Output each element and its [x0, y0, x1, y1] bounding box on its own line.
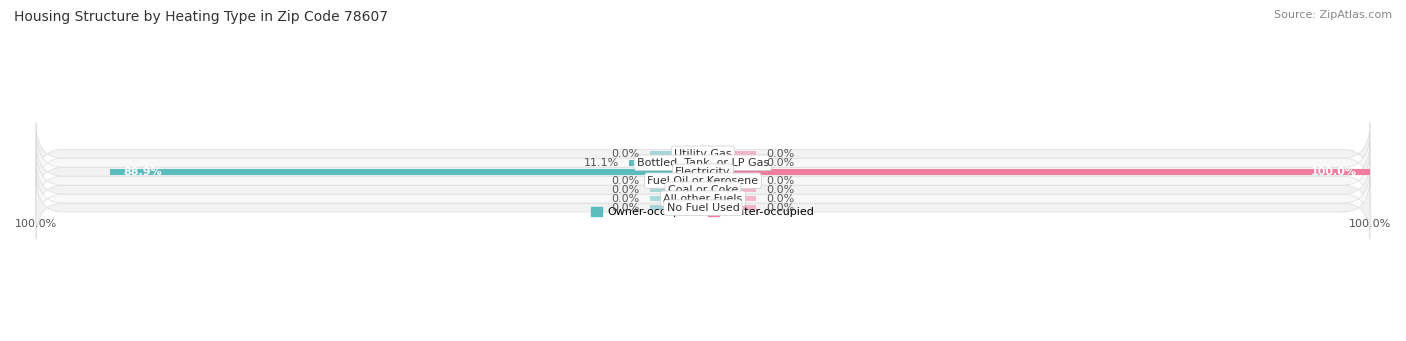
- Text: Electricity: Electricity: [675, 167, 731, 177]
- Text: 0.0%: 0.0%: [766, 194, 794, 204]
- Bar: [650, 205, 703, 210]
- Text: 0.0%: 0.0%: [612, 194, 640, 204]
- Text: 0.0%: 0.0%: [612, 176, 640, 186]
- Text: 0.0%: 0.0%: [612, 185, 640, 195]
- Text: No Fuel Used: No Fuel Used: [666, 203, 740, 213]
- Bar: [650, 196, 703, 202]
- Text: 0.0%: 0.0%: [766, 203, 794, 213]
- Text: 11.1%: 11.1%: [583, 158, 619, 168]
- Text: Fuel Oil or Kerosene: Fuel Oil or Kerosene: [647, 176, 759, 186]
- Bar: [703, 151, 756, 157]
- Text: 0.0%: 0.0%: [612, 203, 640, 213]
- Bar: [703, 205, 756, 210]
- Text: 0.0%: 0.0%: [766, 176, 794, 186]
- Text: 88.9%: 88.9%: [124, 167, 162, 177]
- Bar: [650, 187, 703, 192]
- Text: Coal or Coke: Coal or Coke: [668, 185, 738, 195]
- Bar: [703, 196, 756, 202]
- Text: All other Fuels: All other Fuels: [664, 194, 742, 204]
- Bar: [703, 178, 756, 183]
- Bar: [110, 169, 703, 175]
- Text: Bottled, Tank, or LP Gas: Bottled, Tank, or LP Gas: [637, 158, 769, 168]
- FancyBboxPatch shape: [37, 131, 1369, 194]
- Bar: [650, 178, 703, 183]
- Text: 0.0%: 0.0%: [766, 185, 794, 195]
- Bar: [703, 187, 756, 192]
- Text: Utility Gas: Utility Gas: [675, 149, 731, 159]
- FancyBboxPatch shape: [37, 176, 1369, 239]
- Text: 0.0%: 0.0%: [766, 158, 794, 168]
- FancyBboxPatch shape: [37, 158, 1369, 221]
- Bar: [703, 169, 1369, 175]
- Bar: [703, 160, 756, 165]
- Bar: [650, 151, 703, 157]
- FancyBboxPatch shape: [37, 122, 1369, 185]
- FancyBboxPatch shape: [37, 149, 1369, 212]
- Text: 0.0%: 0.0%: [612, 149, 640, 159]
- FancyBboxPatch shape: [37, 140, 1369, 203]
- Text: Source: ZipAtlas.com: Source: ZipAtlas.com: [1274, 10, 1392, 20]
- Text: Housing Structure by Heating Type in Zip Code 78607: Housing Structure by Heating Type in Zip…: [14, 10, 388, 24]
- Legend: Owner-occupied, Renter-occupied: Owner-occupied, Renter-occupied: [586, 203, 820, 222]
- Text: 100.0%: 100.0%: [1310, 167, 1357, 177]
- FancyBboxPatch shape: [37, 167, 1369, 230]
- Text: 0.0%: 0.0%: [766, 149, 794, 159]
- Bar: [628, 160, 703, 165]
